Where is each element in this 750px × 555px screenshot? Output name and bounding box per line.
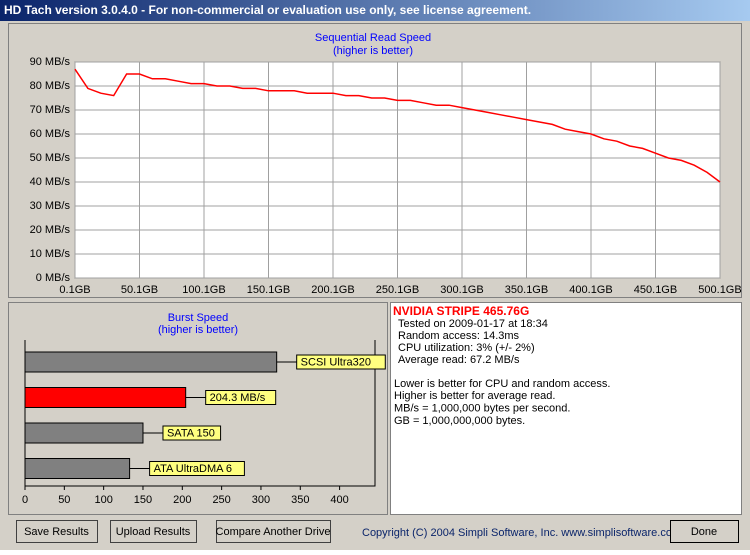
x-tick-label: 50 (58, 494, 70, 506)
x-tick-label: 100.1GB (182, 284, 225, 296)
detail-line: Average read: 67.2 MB/s (398, 354, 520, 366)
note-line: GB = 1,000,000,000 bytes. (394, 415, 525, 427)
x-tick-label: 250.1GB (376, 284, 419, 296)
x-tick-label: 200.1GB (311, 284, 354, 296)
y-tick-label: 40 MB/s (30, 176, 71, 188)
y-tick-label: 0 MB/s (36, 272, 71, 284)
y-tick-label: 80 MB/s (30, 80, 71, 92)
label-box (162, 425, 222, 441)
bar-label: SATA 150 (167, 427, 215, 439)
note-line: Higher is better for average read. (394, 390, 555, 402)
bar (24, 387, 187, 408)
chart-title: Burst Speed (168, 312, 229, 324)
button-label[interactable]: Upload Results (116, 526, 191, 538)
info-panel (390, 302, 742, 515)
x-tick-label: 250 (212, 494, 230, 506)
note-line: MB/s = 1,000,000 bytes per second. (394, 403, 570, 415)
label-box (149, 461, 245, 476)
detail-line: CPU utilization: 3% (+/- 2%) (398, 342, 535, 354)
x-tick-label: 400 (330, 494, 348, 506)
x-tick-label: 50.1GB (121, 284, 158, 296)
button-label[interactable]: Done (691, 526, 717, 538)
burst-panel (8, 302, 388, 515)
y-tick-label: 20 MB/s (30, 224, 71, 236)
title-bar (0, 0, 750, 21)
copyright: Copyright (C) 2004 Simpli Software, Inc.… (362, 527, 681, 539)
drive-name: NVIDIA STRIPE 465.76G (393, 304, 529, 318)
button[interactable] (16, 520, 98, 543)
x-tick-label: 150.1GB (247, 284, 290, 296)
x-tick-label: 200 (173, 494, 191, 506)
axis (24, 340, 376, 487)
button-label[interactable]: Save Results (24, 526, 89, 538)
bar (24, 458, 131, 479)
button-label[interactable]: Compare Another Drive (216, 526, 331, 538)
chart-subtitle: (higher is better) (158, 324, 238, 336)
x-tick-label: 0.1GB (59, 284, 90, 296)
detail-line: Tested on 2009-01-17 at 18:34 (398, 318, 548, 330)
chart-title: Sequential Read Speed (315, 32, 431, 44)
read-speed-line (74, 68, 721, 183)
x-tick-label: 0 (22, 494, 28, 506)
y-tick-label: 50 MB/s (30, 152, 71, 164)
y-tick-label: 70 MB/s (30, 104, 71, 116)
x-tick-label: 450.1GB (634, 284, 677, 296)
y-tick-label: 10 MB/s (30, 248, 71, 260)
bar-label: SCSI Ultra320 (301, 356, 371, 368)
y-tick-label: 30 MB/s (30, 200, 71, 212)
x-tick-label: 300 (252, 494, 270, 506)
x-tick-label: 400.1GB (569, 284, 612, 296)
label-box (296, 354, 386, 370)
window-title: HD Tach version 3.0.4.0 - For non-commer… (4, 3, 531, 17)
x-tick-label: 350.1GB (505, 284, 548, 296)
value-label: 204.3 MB/s (210, 392, 266, 404)
label-box (205, 390, 277, 405)
bar (24, 351, 278, 373)
y-tick-label: 60 MB/s (30, 128, 71, 140)
bar (24, 422, 144, 444)
x-tick-label: 150 (134, 494, 152, 506)
x-tick-label: 100 (94, 494, 112, 506)
x-tick-label: 300.1GB (440, 284, 483, 296)
bar-label: ATA UltraDMA 6 (154, 463, 232, 475)
button[interactable] (110, 520, 197, 543)
detail-line: Random access: 14.3ms (398, 330, 520, 342)
x-tick-label: 500.1GB (698, 284, 741, 296)
note-line: Lower is better for CPU and random acces… (394, 378, 610, 390)
button[interactable] (670, 520, 739, 543)
chart-subtitle: (higher is better) (333, 45, 413, 57)
x-tick-label: 350 (291, 494, 309, 506)
button[interactable] (216, 520, 331, 543)
y-tick-label: 90 MB/s (30, 56, 71, 68)
